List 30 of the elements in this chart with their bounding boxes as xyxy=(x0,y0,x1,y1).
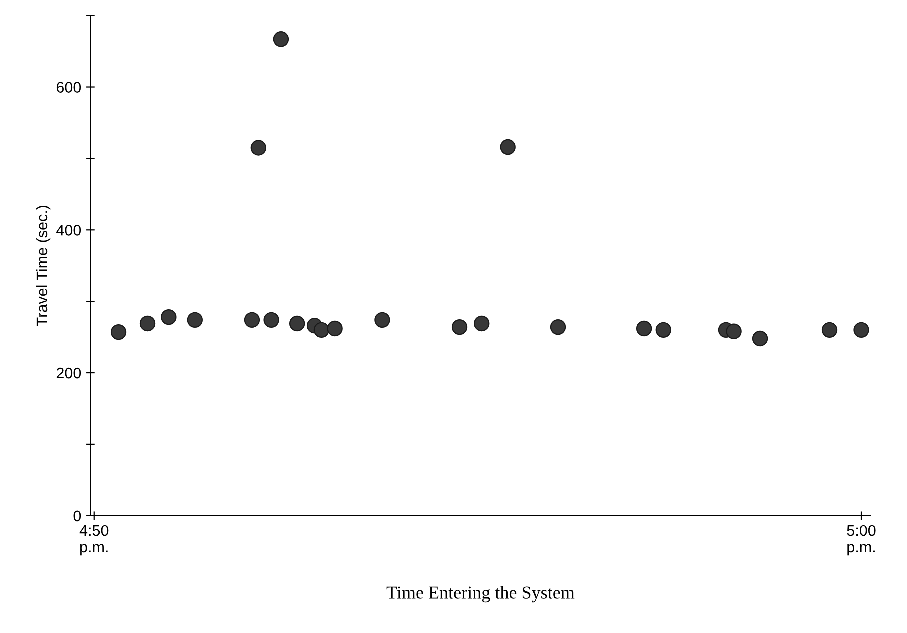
point xyxy=(474,316,490,332)
y-tick-label: 200 xyxy=(56,368,82,379)
point xyxy=(452,319,468,336)
x-axis-title: Time Entering the System xyxy=(386,586,575,603)
point xyxy=(140,316,156,332)
point xyxy=(244,312,260,328)
point xyxy=(250,140,267,156)
point xyxy=(636,320,652,337)
point xyxy=(822,322,838,338)
point xyxy=(656,322,672,338)
point xyxy=(273,32,290,48)
y-tick-label: 0 xyxy=(74,510,82,522)
point xyxy=(327,320,343,337)
point xyxy=(314,322,330,338)
point xyxy=(752,330,768,347)
y-axis-title: Travel Time (sec.) xyxy=(36,206,51,326)
point xyxy=(264,312,280,328)
point xyxy=(187,312,203,328)
point xyxy=(161,309,177,326)
point xyxy=(726,324,742,340)
y-tick-label: 400 xyxy=(56,225,82,236)
x-tick-label: 5:00 p.m. xyxy=(847,525,876,556)
point xyxy=(550,319,566,336)
point xyxy=(289,316,306,332)
point xyxy=(374,312,390,328)
point xyxy=(854,322,870,338)
y-tick-label: 600 xyxy=(56,82,82,93)
point xyxy=(110,324,127,340)
x-tick-label: 4:50 p.m. xyxy=(80,525,109,556)
point xyxy=(500,139,516,156)
